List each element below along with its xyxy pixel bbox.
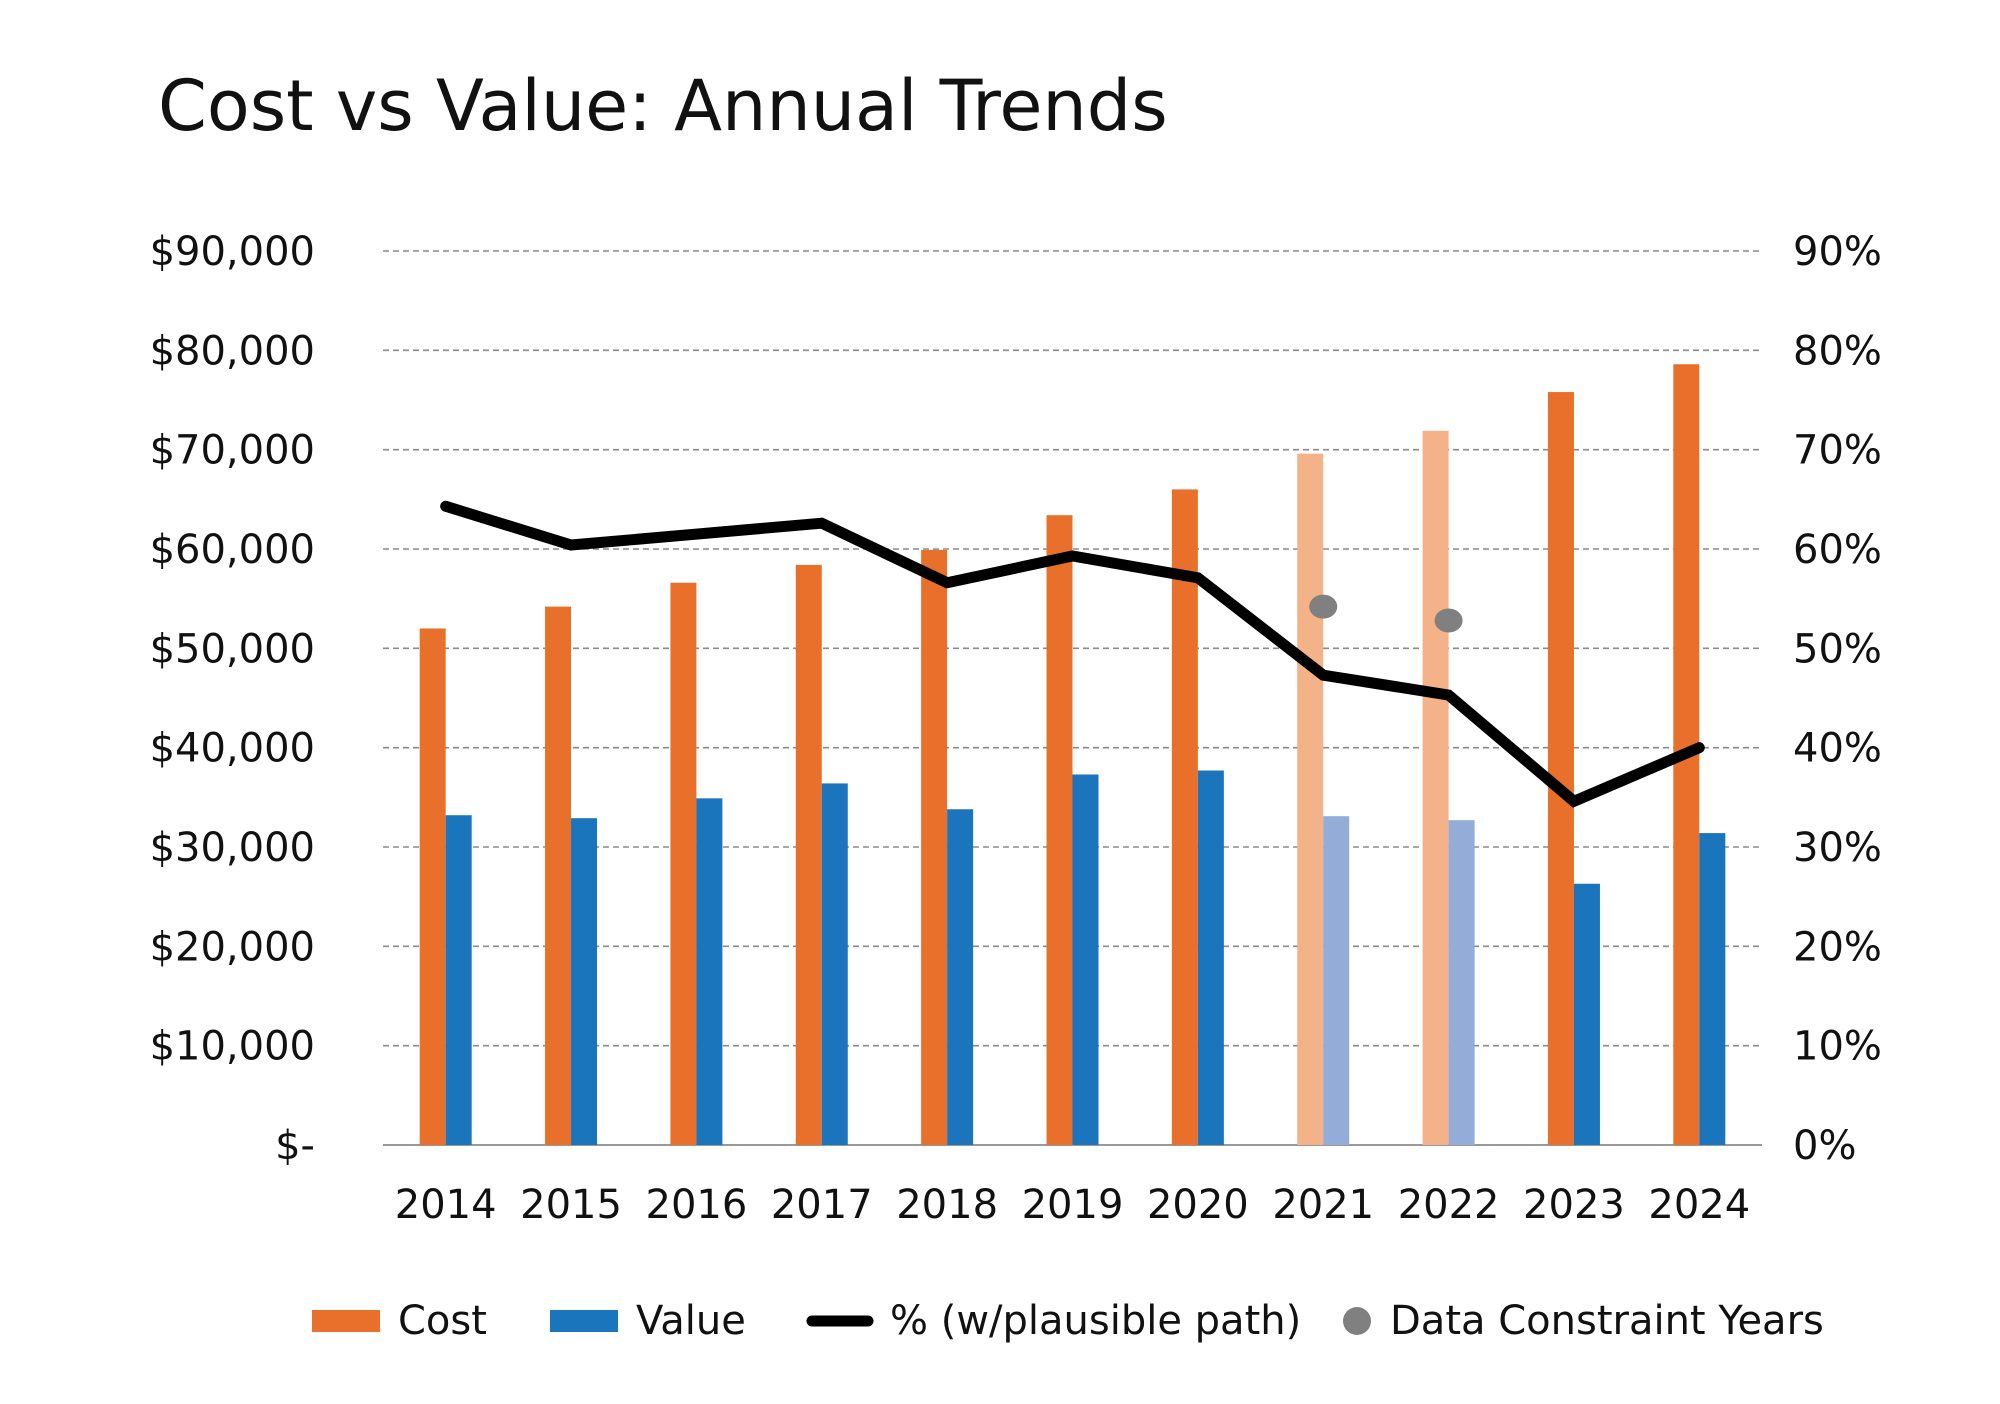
legend-swatch-cost (312, 1310, 380, 1332)
bar-value-2015 (571, 818, 597, 1145)
x-axis-tick-label: 2023 (1523, 1182, 1625, 1228)
right-axis-tick-label: 20% (1793, 924, 1882, 970)
bar-cost-2015 (545, 607, 571, 1145)
left-axis-tick-label: $40,000 (150, 726, 315, 772)
legend: Cost Value % (w/plausible path) Data Con… (312, 1298, 1824, 1344)
left-axis-tick-label: $70,000 (150, 428, 315, 474)
x-axis-tick-label: 2021 (1272, 1182, 1374, 1228)
bar-cost-2021 (1297, 454, 1323, 1145)
legend-label-percent: % (w/plausible path) (890, 1298, 1301, 1344)
bar-value-2021 (1323, 816, 1349, 1145)
right-axis-tick-label: 60% (1793, 527, 1882, 573)
right-axis-tick-label: 0% (1793, 1123, 1856, 1169)
x-axis-tick-label: 2019 (1022, 1182, 1124, 1228)
legend-label-value: Value (636, 1298, 746, 1344)
left-axis-labels: $- $10,000 $20,000 $30,000 $40,000 $50,000 $60… (150, 229, 315, 1169)
bar-value-2014 (446, 815, 472, 1145)
right-axis-labels: 0% 10% 20% 30% 40% 50% 60% 70% 80% 90% (1793, 229, 1882, 1169)
left-axis-tick-label: $80,000 (150, 328, 315, 374)
left-axis-tick-label: $30,000 (150, 825, 315, 871)
bar-cost-2023 (1548, 392, 1574, 1145)
right-axis-tick-label: 40% (1793, 726, 1882, 772)
bar-cost-2017 (796, 565, 822, 1145)
bar-value-2022 (1449, 820, 1475, 1145)
x-axis-tick-label: 2014 (395, 1182, 497, 1228)
constraint-point-2021 (1309, 595, 1337, 619)
legend-label-constraint: Data Constraint Years (1390, 1298, 1824, 1344)
x-axis-tick-label: 2018 (896, 1182, 998, 1228)
bar-cost-2016 (670, 583, 696, 1145)
legend-swatch-dot (1343, 1307, 1371, 1335)
x-axis-tick-label: 2022 (1398, 1182, 1500, 1228)
left-axis-tick-label: $- (275, 1123, 315, 1169)
right-axis-tick-label: 90% (1793, 229, 1882, 275)
bar-cost-2018 (921, 550, 947, 1145)
bar-value-2023 (1574, 884, 1600, 1145)
bar-value-2020 (1198, 771, 1224, 1145)
bars (420, 364, 1726, 1145)
constraint-point-2022 (1435, 609, 1463, 633)
x-axis-tick-label: 2015 (520, 1182, 622, 1228)
left-axis-tick-label: $20,000 (150, 924, 315, 970)
right-axis-tick-label: 30% (1793, 825, 1882, 871)
bar-value-2017 (822, 783, 848, 1145)
right-axis-tick-label: 10% (1793, 1024, 1882, 1070)
bar-cost-2020 (1172, 489, 1198, 1145)
bar-value-2016 (696, 798, 722, 1145)
right-axis-tick-label: 50% (1793, 626, 1882, 672)
x-axis-tick-label: 2017 (771, 1182, 873, 1228)
left-axis-tick-label: $10,000 (150, 1024, 315, 1070)
left-axis-tick-label: $60,000 (150, 527, 315, 573)
x-axis-labels: 2014 2015 2016 2017 2018 2019 2020 2021 2022 2023… (395, 1182, 1750, 1228)
bar-cost-2019 (1047, 515, 1073, 1145)
legend-swatch-value (550, 1310, 618, 1332)
bar-value-2019 (1073, 774, 1099, 1145)
chart-title: Cost vs Value: Annual Trends (158, 65, 1168, 147)
x-axis-tick-label: 2016 (646, 1182, 748, 1228)
bar-cost-2022 (1423, 431, 1449, 1145)
x-axis-tick-label: 2024 (1648, 1182, 1750, 1228)
left-axis-tick-label: $90,000 (150, 229, 315, 275)
right-axis-tick-label: 80% (1793, 328, 1882, 374)
left-axis-tick-label: $50,000 (150, 626, 315, 672)
x-axis-tick-label: 2020 (1147, 1182, 1249, 1228)
bar-value-2018 (947, 809, 973, 1145)
legend-label-cost: Cost (398, 1298, 487, 1344)
right-axis-tick-label: 70% (1793, 428, 1882, 474)
bar-value-2024 (1699, 833, 1725, 1145)
bar-cost-2014 (420, 628, 446, 1145)
